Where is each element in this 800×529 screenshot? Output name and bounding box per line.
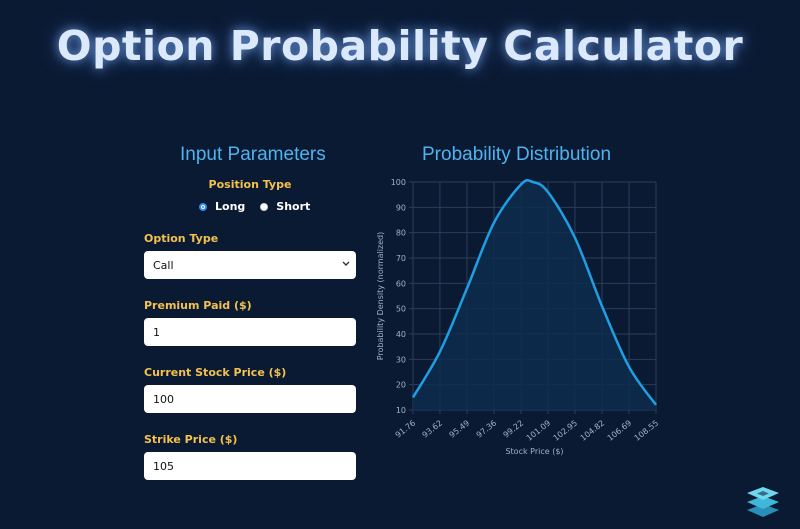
y-tick-label: 80: [396, 229, 406, 238]
y-tick-label: 40: [396, 330, 406, 339]
y-tick-label: 100: [391, 178, 406, 187]
x-tick-label: 95.49: [448, 418, 472, 439]
option-type-value: Call: [153, 258, 174, 272]
premium-value: 1: [153, 325, 160, 339]
x-axis-label: Stock Price ($): [505, 447, 563, 456]
long-radio-label[interactable]: Long: [215, 200, 246, 213]
position-type-group: Long Short: [199, 200, 325, 213]
y-tick-label: 30: [396, 355, 406, 364]
x-tick-label: 106.69: [606, 418, 634, 442]
current-price-label: Current Stock Price ($): [144, 366, 287, 379]
input-panel-title: Input Parameters: [180, 144, 326, 165]
chevron-down-icon: [342, 261, 350, 266]
chart-panel-title: Probability Distribution: [422, 144, 612, 165]
x-tick-label: 104.82: [579, 418, 607, 442]
x-tick-label: 99.22: [502, 418, 526, 439]
position-type-label: Position Type: [208, 178, 292, 191]
y-tick-label: 60: [396, 279, 406, 288]
y-tick-label: 90: [396, 203, 406, 212]
option-type-select[interactable]: Call: [144, 251, 356, 279]
page-title: Option Probability Calculator: [56, 22, 744, 70]
y-tick-label: 10: [396, 406, 406, 415]
premium-label: Premium Paid ($): [144, 299, 252, 312]
probability-distribution-chart: 10 20 30 40 50 60 70 80 90 100 91.76 93.62 95.49 97.3…: [376, 178, 661, 456]
position-long-radio[interactable]: Long: [199, 200, 245, 213]
x-tick-label: 108.55: [633, 418, 661, 442]
y-tick-label: 70: [396, 254, 406, 263]
strike-price-label: Strike Price ($): [144, 433, 238, 446]
x-tick-label: 102.95: [552, 418, 580, 442]
y-axis-label: Probability Density (normalized): [376, 232, 385, 360]
current-price-input[interactable]: 100: [144, 385, 356, 413]
strike-price-input[interactable]: 105: [144, 452, 356, 480]
distribution-area-fill: [413, 180, 656, 410]
long-radio-indicator[interactable]: [199, 202, 207, 211]
x-tick-label: 101.09: [525, 418, 553, 442]
option-type-label: Option Type: [144, 232, 219, 245]
y-tick-label: 50: [396, 305, 406, 314]
short-radio-label[interactable]: Short: [276, 200, 311, 213]
x-tick-label: 91.76: [394, 418, 418, 439]
y-tick-label: 20: [396, 381, 406, 390]
strike-price-value: 105: [153, 459, 174, 473]
current-price-value: 100: [153, 392, 174, 406]
short-radio-indicator[interactable]: [260, 202, 269, 211]
layers-logo-icon: [747, 487, 779, 517]
premium-input[interactable]: 1: [144, 318, 356, 346]
position-short-radio[interactable]: Short: [260, 200, 310, 213]
x-tick-label: 93.62: [421, 418, 445, 439]
distribution-line: [411, 179, 658, 406]
x-tick-label: 97.36: [475, 418, 499, 439]
